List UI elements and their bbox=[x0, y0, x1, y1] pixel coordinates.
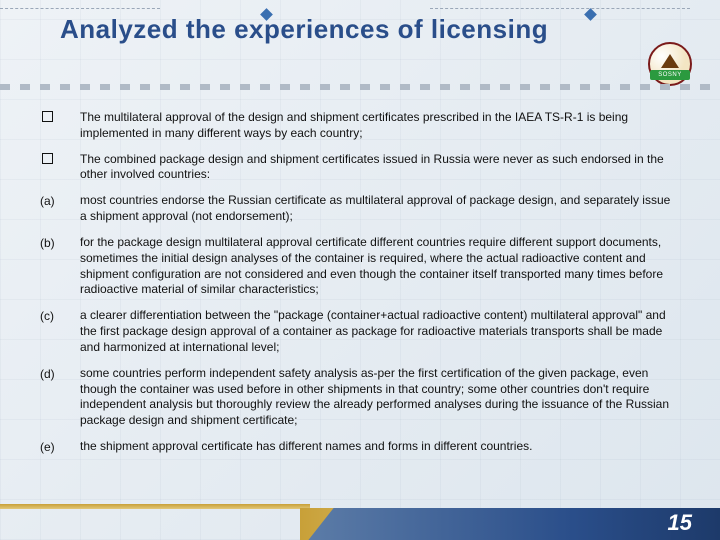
list-label: (e) bbox=[40, 439, 80, 454]
list-item: (e) the shipment approval certificate ha… bbox=[40, 439, 678, 455]
list-text: The multilateral approval of the design … bbox=[80, 110, 678, 142]
top-dash-right bbox=[430, 8, 690, 9]
list-label: (c) bbox=[40, 308, 80, 323]
list-label: (a) bbox=[40, 193, 80, 208]
list-text: the shipment approval certificate has di… bbox=[80, 439, 678, 455]
list-item: (b) for the package design multilateral … bbox=[40, 235, 678, 298]
list-text: most countries endorse the Russian certi… bbox=[80, 193, 678, 225]
logo-triangle-icon bbox=[661, 54, 679, 68]
list-text: some countries perform independent safet… bbox=[80, 366, 678, 429]
list-item: (c) a clearer differentiation between th… bbox=[40, 308, 678, 355]
list-item: (a) most countries endorse the Russian c… bbox=[40, 193, 678, 225]
content-area: The multilateral approval of the design … bbox=[40, 110, 678, 492]
top-dash-left bbox=[0, 8, 160, 9]
list-item: The combined package design and shipment… bbox=[40, 152, 678, 184]
slide-title: Analyzed the experiences of licensing bbox=[60, 14, 640, 45]
page-number: 15 bbox=[668, 510, 692, 536]
logo-badge: SOSNY bbox=[648, 42, 692, 86]
list-item: The multilateral approval of the design … bbox=[40, 110, 678, 142]
logo-label: SOSNY bbox=[650, 70, 690, 80]
bullet-square-icon bbox=[40, 110, 80, 125]
slide: Analyzed the experiences of licensing SO… bbox=[0, 0, 720, 540]
footer-bar: 15 bbox=[0, 504, 720, 540]
list-text: for the package design multilateral appr… bbox=[80, 235, 678, 298]
bullet-square-icon bbox=[40, 152, 80, 167]
list-text: The combined package design and shipment… bbox=[80, 152, 678, 184]
list-item: (d) some countries perform independent s… bbox=[40, 366, 678, 429]
footer-gold-thin bbox=[0, 504, 310, 509]
list-label: (d) bbox=[40, 366, 80, 381]
footer-blue-grad bbox=[300, 508, 720, 540]
list-label: (b) bbox=[40, 235, 80, 250]
title-separator bbox=[0, 84, 720, 90]
list-text: a clearer differentiation between the "p… bbox=[80, 308, 678, 355]
